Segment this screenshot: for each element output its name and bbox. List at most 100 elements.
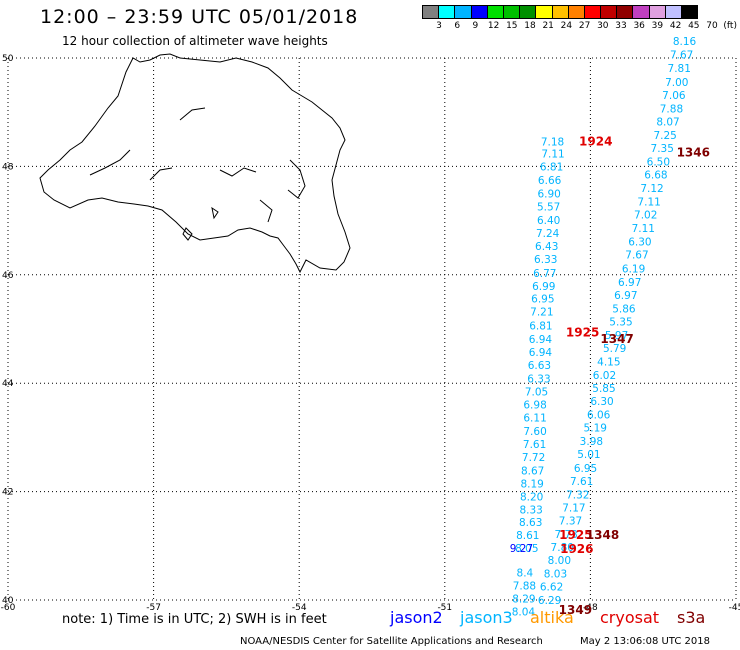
wave-height-label: 6.94 [529, 334, 553, 346]
wave-height-label: 7.12 [640, 183, 663, 195]
wave-height-label: 8.29 [512, 593, 535, 605]
wave-height-label: 8.61 [516, 530, 539, 542]
wave-height-label: 6.95 [574, 463, 597, 475]
wave-height-label: 6.98 [523, 399, 546, 411]
wave-height-label: 7.67 [625, 250, 648, 262]
legend-cryosat: cryosat [600, 608, 660, 627]
wave-height-label: 8.00 [548, 555, 571, 567]
wave-height-label: 8.33 [519, 504, 542, 516]
inland-water [149, 167, 173, 181]
color-scale-label: 18 [524, 21, 536, 31]
credit-line: NOAA/NESDIS Center for Satellite Applica… [240, 636, 543, 647]
legend-s3a: s3a [677, 608, 706, 627]
color-scale-label: (ft) [723, 21, 737, 31]
wave-height-label: 7.35 [651, 143, 674, 155]
wave-height-label: 6.30 [628, 237, 651, 249]
longitude-tick-label: -48 [583, 603, 598, 613]
wave-height-label: 8.05 [515, 543, 538, 555]
wave-height-label: 5.85 [592, 383, 615, 395]
wave-height-label: 7.25 [653, 130, 676, 142]
wave-height-label: 8.04 [512, 606, 536, 618]
footer-note: note: 1) Time is in UTC; 2) SWH is in fe… [62, 612, 327, 627]
wave-height-label: 7.81 [668, 63, 691, 75]
wave-height-label: 6.40 [537, 215, 560, 227]
longitude-tick-label: -60 [1, 603, 16, 613]
color-scale-label: 24 [560, 21, 573, 31]
wave-height-label: 6.30 [590, 396, 613, 408]
wave-height-label: 6.29 [538, 595, 561, 607]
wave-height-label: 6.19 [622, 263, 645, 275]
wave-height-label: 6.63 [528, 360, 551, 372]
cryosat-pass-label: 1925 [559, 528, 592, 542]
bay [287, 159, 306, 199]
wave-height-label: 7.05 [525, 386, 548, 398]
inland-water [179, 107, 206, 121]
wave-height-label: 4.15 [597, 357, 620, 369]
small-island [211, 206, 219, 220]
wave-height-label: 8.67 [521, 465, 544, 477]
graticule-labels: -60 -57 -54 -51 -48 -45 50 48 46 44 42 40 [1, 54, 740, 613]
s3a-pass-label: 1347 [600, 332, 633, 346]
color-scale-label: 42 [669, 21, 682, 31]
wave-height-label: 7.88 [660, 103, 683, 115]
wave-height-label: 5.35 [609, 316, 632, 328]
wave-height-label: 7.37 [559, 515, 582, 527]
wave-height-label-jason2: 9.27 [510, 543, 533, 555]
color-scale-label: 15 [506, 21, 518, 31]
latitude-tick-label: 42 [2, 488, 13, 498]
wave-height-label: 6.77 [533, 268, 556, 280]
small-island [182, 227, 193, 241]
wave-height-label: 6.11 [523, 412, 546, 424]
color-scale-label: 27 [578, 21, 591, 31]
wave-height-label: 5.19 [584, 423, 607, 435]
wave-height-label: 6.90 [537, 189, 560, 201]
wave-height-label: 6.97 [614, 290, 637, 302]
newfoundland-coastline [39, 53, 351, 274]
legend-jason2: jason2 [390, 608, 443, 627]
wave-height-label: 6.68 [644, 170, 667, 182]
generated-timestamp: May 2 13:06:08 UTC 2018 [580, 636, 710, 647]
wave-height-label: 7.02 [634, 210, 657, 222]
map-subtitle: 12 hour collection of altimeter wave hei… [62, 34, 328, 48]
wave-height-label: 7.11 [632, 223, 655, 235]
color-scale-label: 3 [436, 21, 442, 31]
color-scale-label: 9 [472, 21, 479, 31]
inland-water [219, 167, 257, 177]
wave-height-label: 8.07 [656, 116, 679, 128]
wave-height-label: 6.95 [531, 294, 554, 306]
wave-height-label: 8.4 [517, 567, 534, 579]
wave-height-label: 6.97 [618, 277, 641, 289]
wave-height-label: 6.50 [647, 157, 670, 169]
color-scale-label: 21 [542, 21, 554, 31]
wave-height-label: 7.17 [562, 502, 585, 514]
wave-height-label: 8.16 [673, 36, 697, 48]
longitude-tick-label: -57 [146, 603, 161, 613]
cryosat-pass-label: 1925 [566, 325, 599, 339]
latitude-tick-label: 44 [2, 379, 14, 389]
wave-height-label: 7.61 [570, 476, 593, 488]
color-scale-label: 30 [597, 21, 609, 31]
wave-height-label: 8.63 [519, 517, 542, 529]
wave-height-label: 8.03 [544, 568, 567, 580]
wave-height-label: 6.66 [538, 175, 562, 187]
latitude-tick-label: 50 [2, 54, 14, 64]
wave-height-label: 6.33 [534, 254, 557, 266]
graticule-grid [7, 57, 737, 601]
color-scale-label: 45 [688, 21, 700, 31]
wave-height-label: 6.33 [527, 373, 550, 385]
legend-altika: altika [530, 608, 574, 627]
wave-height-label: 5.97 [605, 330, 628, 342]
wave-height-label: 8.19 [520, 478, 543, 490]
wave-height-label: 7.24 [536, 228, 560, 240]
inland-water [89, 149, 131, 176]
wave-height-label: 6.81 [540, 161, 563, 173]
s3a-pass-label: 1346 [677, 145, 710, 159]
color-scale-bar [422, 5, 699, 19]
wave-height-label: 7.18 [541, 136, 564, 148]
wave-height-label: 7.60 [523, 426, 546, 438]
wave-height-label: 6.43 [535, 241, 558, 253]
wave-height-label: 7.00 [665, 77, 688, 89]
color-scale-label: 6 [454, 21, 461, 31]
color-scale-label: 12 [487, 21, 500, 31]
wave-height-label: 6.81 [529, 321, 552, 333]
